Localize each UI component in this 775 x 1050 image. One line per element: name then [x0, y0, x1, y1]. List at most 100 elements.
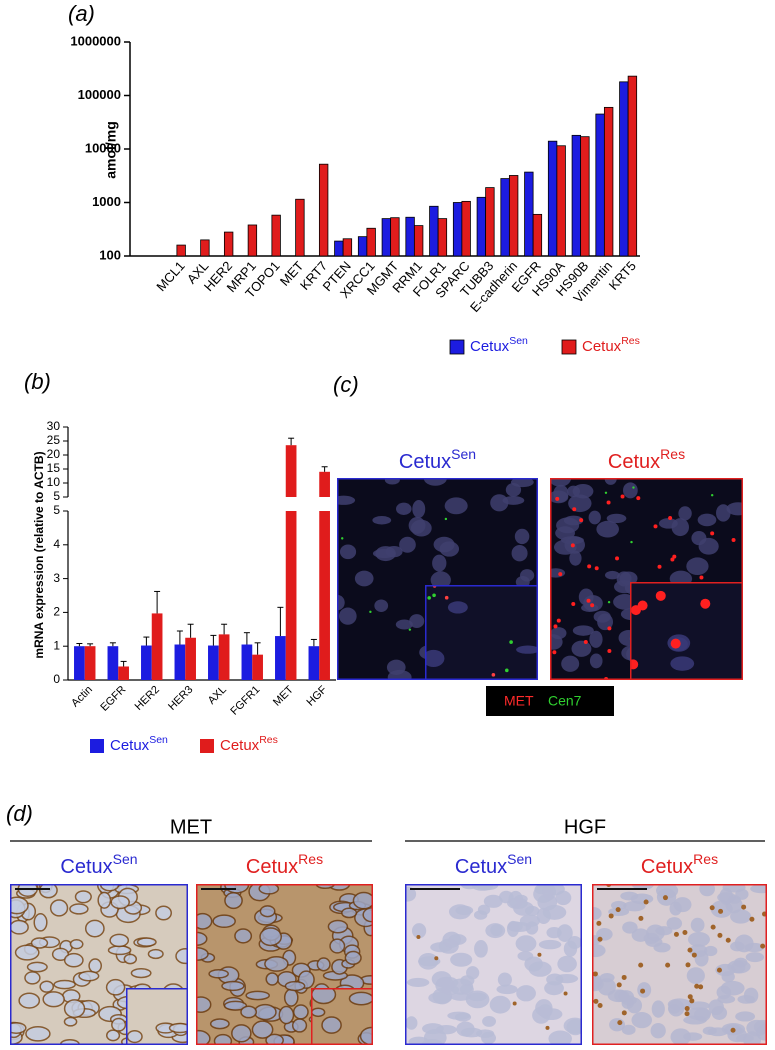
image-label: CetuxRes	[608, 446, 685, 474]
cell	[496, 984, 518, 995]
cell	[735, 1011, 756, 1022]
cell	[592, 943, 606, 958]
cell	[155, 905, 172, 921]
bar	[556, 145, 566, 257]
cell	[555, 890, 572, 906]
cell	[556, 517, 580, 534]
signal	[673, 931, 679, 937]
y-axis-label: mRNA expression (relative to ACTB)	[32, 451, 46, 658]
label-text: Cetux	[455, 856, 507, 878]
signal	[583, 639, 588, 644]
label-superscript: Sen	[509, 335, 528, 347]
bar	[252, 654, 263, 680]
cell	[483, 894, 503, 908]
cell	[292, 1004, 309, 1020]
cell	[24, 971, 41, 985]
x-tick-label: Actin	[69, 684, 95, 710]
cell	[432, 987, 452, 1005]
cell	[651, 1000, 665, 1018]
micrograph-content	[405, 884, 582, 1045]
cell	[655, 926, 673, 936]
micrograph-content	[425, 585, 538, 680]
cell	[18, 992, 41, 1009]
cell	[439, 541, 460, 557]
cell	[231, 1024, 252, 1043]
cell	[63, 1016, 78, 1027]
cell	[196, 912, 213, 930]
bar	[318, 163, 329, 257]
signal	[607, 648, 612, 653]
cell	[670, 656, 695, 671]
cell	[670, 1028, 691, 1045]
cell	[669, 901, 682, 916]
signal	[408, 628, 412, 631]
y-tick-label: 4	[53, 537, 60, 551]
micrograph-content	[630, 582, 743, 680]
cell	[372, 548, 396, 559]
cell	[84, 919, 105, 938]
cell	[550, 568, 566, 578]
bar	[390, 217, 400, 257]
cell	[507, 897, 528, 909]
cell	[147, 948, 164, 960]
cell	[658, 518, 678, 529]
bar	[241, 644, 253, 680]
signal	[670, 638, 681, 649]
signal	[597, 1003, 603, 1009]
micrograph	[126, 988, 188, 1045]
cell	[278, 1005, 295, 1025]
bar	[437, 218, 448, 257]
bar	[461, 200, 471, 257]
cell	[517, 951, 534, 961]
cell	[604, 570, 620, 580]
x-tick-label: FGFR1	[228, 684, 262, 718]
cell	[482, 1015, 496, 1027]
signal	[709, 905, 715, 911]
micrograph-content	[311, 988, 373, 1045]
signal	[621, 974, 627, 980]
micrograph	[311, 988, 373, 1045]
cell	[337, 495, 356, 505]
label-text: Cetux	[608, 451, 660, 473]
signal	[616, 982, 622, 988]
cell	[720, 980, 745, 996]
signal	[687, 994, 693, 1000]
signal	[572, 507, 577, 512]
cell	[63, 999, 86, 1019]
cell	[572, 625, 594, 636]
group-title: HGF	[564, 816, 606, 838]
cell	[341, 907, 358, 919]
bar	[74, 646, 85, 680]
bar	[532, 213, 543, 257]
legend-swatch	[90, 739, 104, 753]
cell	[622, 921, 638, 934]
micrograph	[630, 582, 743, 680]
signal	[341, 537, 344, 540]
cell	[506, 920, 520, 937]
cell	[606, 513, 627, 524]
signal	[555, 496, 560, 501]
cell	[650, 1022, 666, 1039]
cell	[691, 531, 707, 546]
signal	[558, 572, 563, 577]
signal	[653, 524, 658, 529]
bar	[357, 236, 368, 257]
cell	[105, 1029, 121, 1042]
cell	[734, 957, 748, 968]
cell	[750, 884, 767, 894]
signal	[620, 494, 625, 499]
bar	[508, 175, 519, 257]
bar	[218, 634, 230, 680]
cell	[567, 485, 581, 498]
signal	[670, 557, 675, 562]
cell	[168, 1022, 188, 1034]
signal	[700, 598, 711, 609]
cell	[473, 910, 488, 920]
cell	[444, 497, 468, 515]
signal	[717, 932, 723, 938]
cell	[14, 944, 40, 961]
cell	[597, 613, 614, 631]
label-superscript: Res	[693, 851, 718, 867]
signal	[617, 1020, 623, 1026]
bar	[334, 240, 344, 257]
